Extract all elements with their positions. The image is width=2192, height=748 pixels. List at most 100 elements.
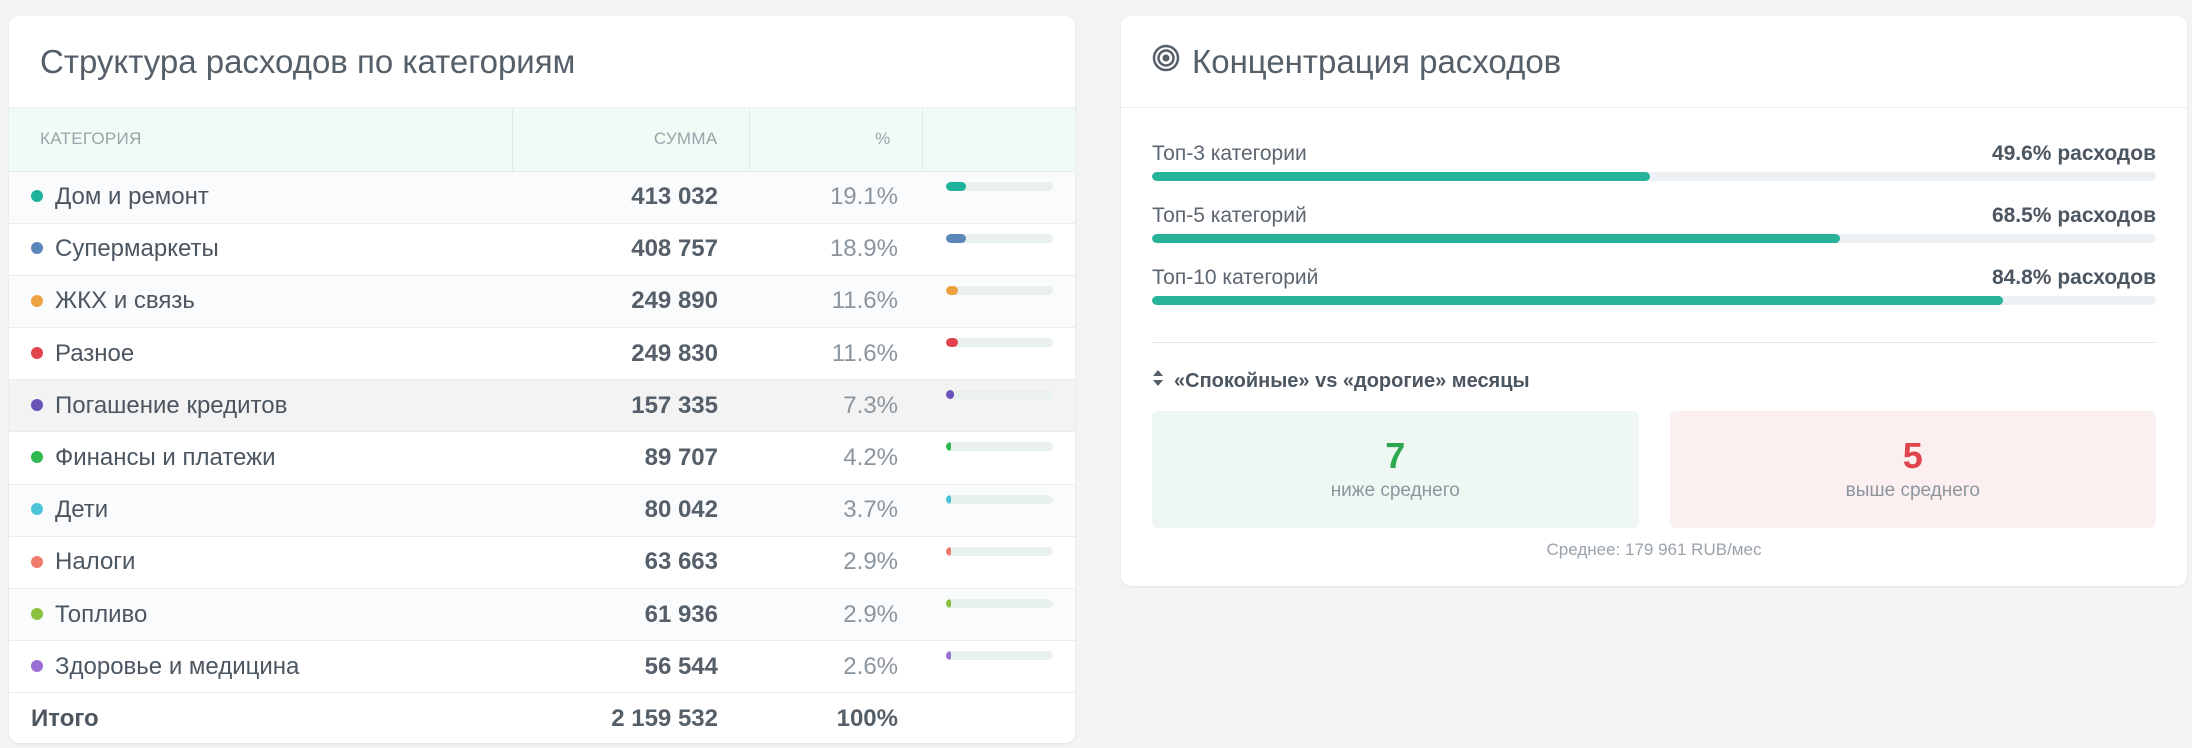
category-cell: Дети	[9, 484, 512, 536]
concentration-bar-fill	[1152, 172, 1650, 181]
total-row: Итого 2 159 532 100%	[9, 693, 1075, 743]
share-bar-fill	[946, 651, 951, 661]
divider	[1152, 342, 2156, 343]
category-percent: 19.1%	[829, 183, 898, 211]
category-percent: 2.9%	[843, 548, 898, 576]
table-row[interactable]: Налоги 63 663 2.9%	[9, 536, 1075, 589]
concentration-label: Топ-5 категорий	[1152, 204, 1307, 227]
concentration-item: Топ-5 категорий 68.5% расходов	[1152, 186, 2156, 248]
table-row[interactable]: Здоровье и медицина 56 544 2.6%	[9, 641, 1075, 693]
months-title-text: «Спокойные» vs «дорогие» месяцы	[1174, 369, 1530, 392]
share-bar-fill	[946, 181, 966, 191]
share-bar-track	[946, 233, 1053, 243]
category-percent: 3.7%	[843, 496, 898, 524]
share-bar-cell	[922, 171, 1075, 223]
sort-icon	[1152, 369, 1164, 393]
category-sum: 249 830	[631, 339, 718, 367]
header-category[interactable]: КАТЕГОРИЯ	[9, 108, 513, 172]
low-months-tile: 7 ниже среднего	[1152, 411, 1639, 528]
concentration-card: Концентрация расходов Топ-3 категории 49.…	[1121, 16, 2187, 586]
category-sum: 157 335	[631, 391, 718, 419]
total-label: Итого	[31, 705, 99, 733]
category-cell: Налоги	[9, 536, 512, 588]
category-color-dot	[31, 399, 43, 411]
table-row[interactable]: Финансы и платежи 89 707 4.2%	[9, 432, 1075, 485]
category-table: КАТЕГОРИЯ СУММА % Дом и ремонт 413 032 19.…	[9, 108, 1075, 743]
table-row[interactable]: Супермаркеты 408 757 18.9%	[9, 223, 1075, 276]
share-bar-cell	[922, 641, 1075, 693]
share-bar-cell	[922, 589, 1075, 641]
category-cell: ЖКХ и связь	[9, 275, 512, 327]
share-bar-track	[946, 442, 1053, 452]
low-months-caption: ниже среднего	[1330, 480, 1460, 501]
category-name: Топливо	[55, 600, 148, 628]
category-percent: 7.3%	[843, 391, 898, 419]
concentration-title: Концентрация расходов	[1192, 43, 1562, 80]
header-percent[interactable]: %	[749, 108, 923, 172]
category-sum: 89 707	[644, 444, 718, 472]
category-sum: 80 042	[644, 496, 718, 524]
category-percent: 11.6%	[831, 287, 898, 315]
table-row[interactable]: Погашение кредитов 157 335 7.3%	[9, 379, 1075, 432]
concentration-label: Топ-3 категории	[1152, 142, 1307, 165]
category-color-dot	[31, 607, 43, 620]
share-bar-fill	[946, 233, 966, 243]
table-row[interactable]: ЖКХ и связь 249 890 11.6%	[9, 275, 1075, 328]
concentration-list: Топ-3 категории 49.6% расходов Топ-5 катег…	[1152, 124, 2156, 310]
header-sum[interactable]: СУММА	[512, 108, 750, 172]
category-color-dot	[31, 242, 43, 255]
category-sum: 413 032	[631, 183, 718, 211]
share-bar-track	[946, 390, 1053, 400]
category-percent: 2.9%	[843, 600, 898, 628]
category-percent: 4.2%	[843, 444, 898, 472]
category-color-dot	[31, 294, 43, 307]
category-sum: 56 544	[644, 652, 718, 680]
category-cell: Здоровье и медицина	[9, 641, 512, 693]
concentration-value: 84.8% расходов	[1991, 266, 2156, 289]
share-bar-cell	[922, 432, 1075, 484]
concentration-label: Топ-10 категорий	[1152, 266, 1319, 289]
concentration-bar-track	[1152, 234, 2156, 243]
share-bar-cell	[922, 328, 1075, 380]
category-cell: Супермаркеты	[9, 223, 512, 275]
share-bar-fill	[946, 546, 951, 556]
target-icon	[1152, 16, 1180, 107]
concentration-item: Топ-3 категории 49.6% расходов	[1152, 124, 2156, 186]
share-bar-track	[946, 338, 1053, 348]
category-percent: 2.6%	[843, 652, 898, 680]
table-row[interactable]: Дети 80 042 3.7%	[9, 484, 1075, 537]
category-name: Супермаркеты	[55, 235, 219, 263]
share-bar-track	[946, 546, 1053, 556]
concentration-bar-track	[1152, 296, 2156, 305]
category-cell: Топливо	[9, 589, 512, 641]
category-sum: 63 663	[644, 548, 718, 576]
category-color-dot	[31, 503, 43, 516]
category-structure-card: Структура расходов по категориям КАТЕГОР…	[9, 16, 1075, 743]
share-bar-cell	[922, 484, 1075, 536]
category-color-dot	[31, 555, 43, 568]
category-name: ЖКХ и связь	[55, 287, 195, 315]
category-cell: Финансы и платежи	[9, 432, 512, 484]
category-cell: Погашение кредитов	[9, 380, 512, 432]
concentration-item: Топ-10 категорий 84.8% расходов	[1152, 248, 2156, 310]
table-row[interactable]: Топливо 61 936 2.9%	[9, 588, 1075, 641]
concentration-header: Концентрация расходов	[1121, 16, 2187, 108]
share-bar-fill	[946, 599, 951, 608]
category-sum: 61 936	[644, 600, 718, 628]
category-sum: 408 757	[631, 235, 718, 263]
share-bar-fill	[946, 285, 958, 295]
months-tiles: 7 ниже среднего 5 выше среднего	[1152, 411, 2156, 528]
structure-title: Структура расходов по категориям	[9, 16, 1075, 108]
category-color-dot	[31, 346, 43, 359]
concentration-value: 49.6% расходов	[1991, 142, 2156, 165]
category-percent: 18.9%	[829, 235, 898, 263]
table-row[interactable]: Разное 249 830 11.6%	[9, 328, 1075, 380]
share-bar-track	[946, 651, 1053, 661]
table-header-row: КАТЕГОРИЯ СУММА %	[9, 108, 1075, 172]
high-months-caption: выше среднего	[1845, 480, 1980, 501]
table-row[interactable]: Дом и ремонт 413 032 19.1%	[9, 171, 1075, 224]
share-bar-track	[946, 599, 1053, 608]
category-color-dot	[31, 190, 43, 203]
low-months-count: 7	[1385, 435, 1406, 476]
high-months-count: 5	[1902, 435, 1923, 476]
